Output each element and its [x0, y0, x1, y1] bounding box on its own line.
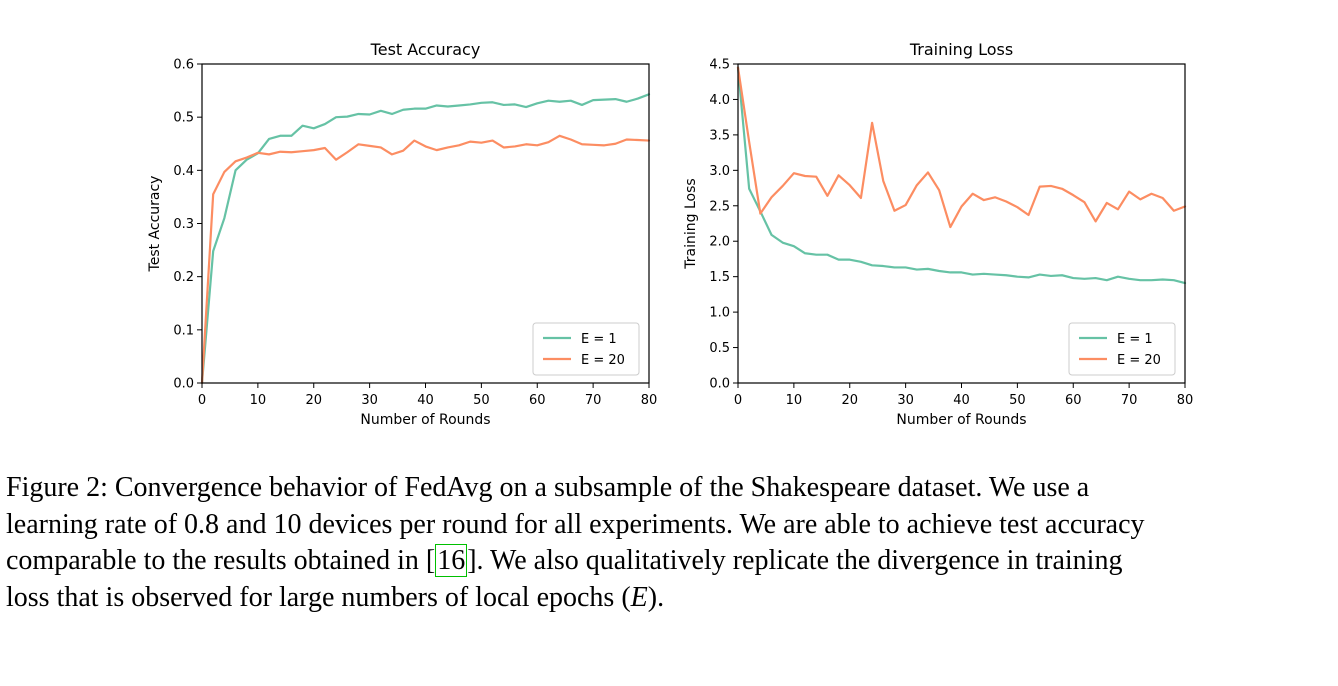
- x-tick-label: 10: [786, 393, 803, 408]
- legend-label-2: E = 20: [581, 353, 625, 368]
- y-tick-label: 4.0: [709, 93, 730, 108]
- chart-loss: 0 10 20 30 40 50 60 70 80 0.0 0.5 1.0 1.5 2.0 2.5 3.0 3.…: [683, 40, 1193, 428]
- y-tick-label: 0.6: [173, 58, 194, 73]
- caption-line-3: comparable to the results obtained in [1…: [6, 543, 1338, 580]
- x-tick-label: 50: [1009, 393, 1026, 408]
- chart-title: Training Loss: [909, 40, 1013, 59]
- x-tick-label: 60: [1065, 393, 1082, 408]
- legend-label-1: E = 1: [1117, 332, 1153, 347]
- x-tick-label: 0: [198, 393, 206, 408]
- caption-text: loss that is observed for large numbers …: [6, 582, 631, 613]
- x-tick-label: 80: [641, 393, 658, 408]
- legend: E = 1 E = 20: [1069, 323, 1175, 375]
- y-tick-label: 0.2: [173, 270, 194, 285]
- x-tick-label: 40: [417, 393, 434, 408]
- y-tick-label: 0.3: [173, 217, 194, 232]
- y-tick-label: 0.0: [173, 377, 194, 392]
- caption-math: E: [631, 582, 648, 613]
- x-axis-label: Number of Rounds: [360, 412, 490, 428]
- x-tick-label: 60: [529, 393, 546, 408]
- y-tick-label: 1.5: [709, 270, 730, 285]
- y-tick-label: 4.5: [709, 58, 730, 73]
- x-tick-label: 80: [1177, 393, 1194, 408]
- series-line-2: [738, 68, 1185, 228]
- x-tick-label: 10: [250, 393, 267, 408]
- y-tick-label: 0.5: [709, 341, 730, 356]
- legend: E = 1 E = 20: [533, 323, 639, 375]
- legend-label-2: E = 20: [1117, 353, 1161, 368]
- y-tick-label: 3.0: [709, 164, 730, 179]
- chart-title: Test Accuracy: [370, 40, 481, 59]
- x-tick-label: 40: [953, 393, 970, 408]
- caption-text: ]. We also qualitatively replicate the d…: [467, 545, 1122, 576]
- citation-link[interactable]: 16: [435, 544, 467, 577]
- y-tick-label: 2.0: [709, 235, 730, 250]
- caption-text: comparable to the results obtained in [: [6, 545, 435, 576]
- x-axis-label: Number of Rounds: [896, 412, 1026, 428]
- caption-line-2: learning rate of 0.8 and 10 devices per …: [6, 507, 1338, 544]
- x-tick-label: 50: [473, 393, 490, 408]
- y-tick-label: 1.0: [709, 306, 730, 321]
- y-tick-label: 0.5: [173, 111, 194, 126]
- x-tick-label: 20: [305, 393, 322, 408]
- figure-caption: Figure 2: Convergence behavior of FedAvg…: [6, 470, 1338, 616]
- y-tick-label: 0.4: [173, 164, 194, 179]
- x-tick-label: 30: [897, 393, 914, 408]
- x-tick-label: 70: [585, 393, 602, 408]
- y-tick-label: 3.5: [709, 128, 730, 143]
- caption-text: ).: [648, 582, 664, 613]
- y-tick-label: 2.5: [709, 199, 730, 214]
- legend-label-1: E = 1: [581, 332, 617, 347]
- y-tick-label: 0.0: [709, 377, 730, 392]
- y-axis-label: Training Loss: [683, 178, 699, 269]
- y-axis-label: Test Accuracy: [147, 176, 163, 273]
- y-tick-label: 0.1: [173, 323, 194, 338]
- x-tick-label: 30: [361, 393, 378, 408]
- x-tick-label: 70: [1121, 393, 1138, 408]
- x-tick-label: 0: [734, 393, 742, 408]
- chart-accuracy: 0 10 20 30 40 50 60 70 80 0.0 0.1 0.2 0.3 0.4 0.5 0.6 Te…: [147, 40, 657, 428]
- x-tick-label: 20: [841, 393, 858, 408]
- caption-line-4: loss that is observed for large numbers …: [6, 580, 1338, 617]
- caption-line-1: Figure 2: Convergence behavior of FedAvg…: [6, 470, 1338, 507]
